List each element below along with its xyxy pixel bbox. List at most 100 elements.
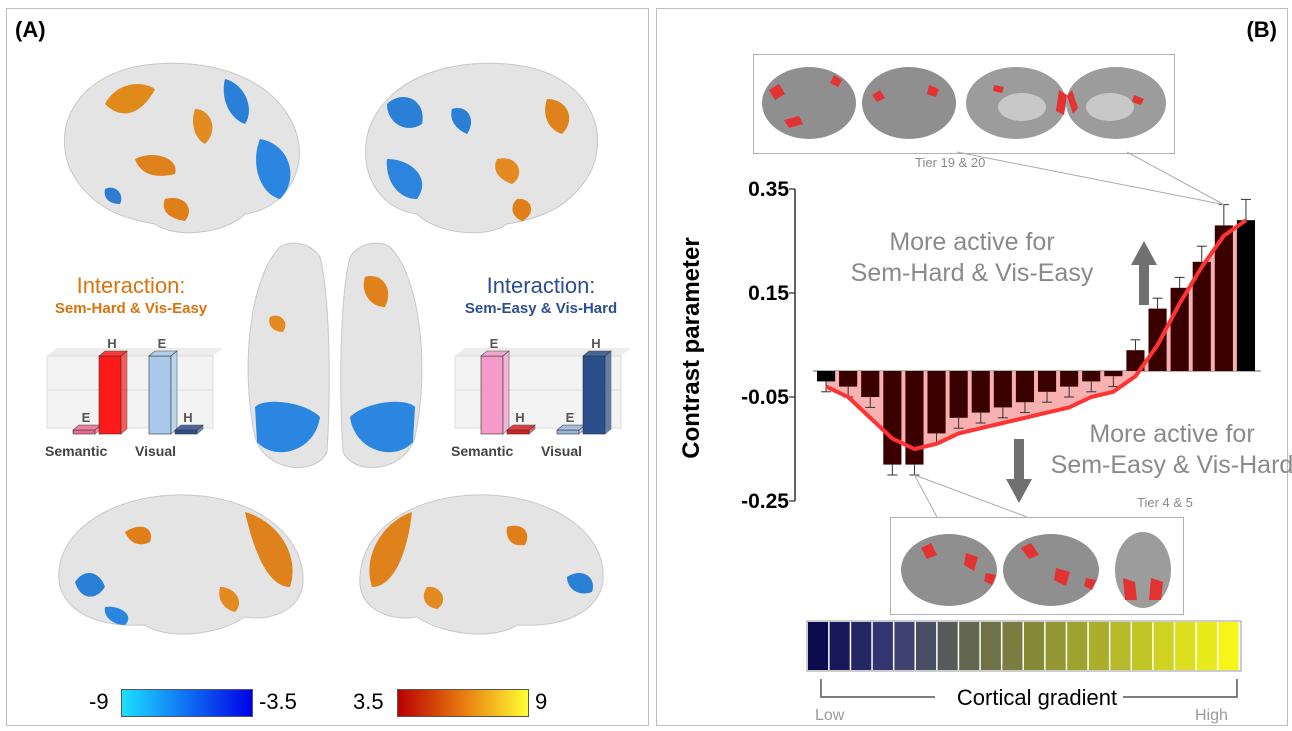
right-bar-label-2: E	[566, 410, 575, 425]
right-bar-0	[480, 355, 504, 435]
y-tick-3: -0.25	[741, 490, 789, 513]
right-bar-side-3	[604, 350, 612, 435]
contrast-bar-chart	[789, 151, 1261, 518]
brain-medial-right	[359, 494, 604, 635]
right-group-label-visual: Visual	[541, 443, 582, 459]
right-bar-label-0: E	[490, 336, 499, 351]
neg-colorbar-min: -9	[89, 689, 109, 714]
gradient-low-label: Low	[815, 707, 845, 724]
brain-lateral-left	[64, 62, 300, 234]
arrow-down-icon	[1006, 439, 1032, 503]
y-tick-1: 0.15	[748, 282, 789, 305]
bar-8	[971, 371, 990, 413]
left-bar-side-1	[120, 350, 128, 435]
brain-medial-left	[58, 494, 304, 635]
annotation-up: More active for Sem-Hard & Vis-Easy	[837, 227, 1107, 289]
bar-5	[905, 371, 924, 465]
left-bar-label-0: E	[82, 410, 91, 425]
gradient-cell-13	[1067, 622, 1088, 670]
gradient-cell-12	[1045, 622, 1066, 670]
bar-19	[1214, 225, 1233, 371]
top-tier-brains	[762, 67, 1166, 139]
bar-7	[949, 371, 968, 418]
right-bar-1	[506, 429, 530, 435]
neg-colorbar	[121, 689, 253, 717]
bar-13	[1082, 371, 1101, 382]
left-shelf-top	[47, 348, 223, 356]
gradient-cell-3	[851, 622, 872, 670]
pos-colorbar-max: 9	[535, 689, 548, 714]
bar-12	[1060, 371, 1079, 387]
left-group-label-semantic: Semantic	[45, 443, 108, 459]
panel-b: (B) Tier 19 & 20	[656, 8, 1292, 726]
brain-ventral	[247, 242, 423, 468]
right-group-label-semantic: Semantic	[451, 443, 514, 459]
top-connector-right	[1126, 151, 1225, 206]
bar-11	[1037, 371, 1057, 392]
left-bar-label-1: H	[107, 336, 116, 351]
bar-18	[1192, 261, 1211, 371]
annotation-up-line2: Sem-Hard & Vis-Easy	[850, 259, 1094, 287]
fit-curve	[825, 218, 1248, 451]
gradient-cell-5	[894, 622, 915, 670]
right-interaction-title: Interaction:	[486, 273, 596, 298]
left-bar-0	[72, 429, 96, 435]
left-shelf-lower	[46, 389, 214, 429]
left-bar-label-2: E	[158, 336, 167, 351]
bar-3	[861, 371, 880, 397]
pos-colorbar	[397, 689, 529, 717]
left-bar-side-3	[196, 424, 204, 435]
gradient-cell-15	[1110, 622, 1131, 670]
gradient-cell-10	[1002, 622, 1023, 670]
left-interaction-bar-chart: E H E H	[46, 336, 223, 435]
left-interaction-title: Interaction:	[76, 273, 186, 298]
panel-a: (A)	[6, 8, 649, 726]
left-bar-side-2	[170, 350, 178, 435]
annotation-up-line1: More active for	[889, 228, 1055, 256]
right-bar-label-1: H	[515, 410, 524, 425]
pos-colorbar-min: 3.5	[353, 689, 384, 714]
right-interaction-subtitle: Sem-Easy & Vis-Hard	[464, 300, 618, 317]
bottom-tier-inset	[890, 517, 1184, 615]
bar-14	[1104, 371, 1123, 377]
gradient-cell-2	[829, 622, 850, 670]
bottom-tier-label: Tier 4 & 5	[1137, 495, 1193, 510]
bar-6	[927, 371, 946, 434]
gradient-bracket	[820, 679, 1238, 698]
gradient-cell-19	[1196, 622, 1217, 670]
bottom-connector-right	[914, 474, 1028, 518]
brain-lateral-right	[365, 62, 598, 234]
y-tick-0: 0.35	[748, 178, 789, 201]
gradient-cell-9	[980, 622, 1001, 670]
bar-4	[883, 371, 902, 465]
left-group-label-visual: Visual	[135, 443, 176, 459]
gradient-high-label: High	[1195, 707, 1228, 724]
bar-2	[839, 371, 858, 387]
bar-9	[993, 371, 1012, 408]
annotation-down-line1: More active for	[1089, 420, 1255, 448]
bar-10	[1015, 371, 1035, 403]
right-bar-side-1	[528, 424, 536, 435]
y-tick-2: -0.05	[741, 386, 789, 409]
right-bar-2	[556, 429, 580, 435]
top-tier-label: Tier 19 & 20	[915, 155, 986, 170]
left-interaction-subtitle: Sem-Hard & Vis-Easy	[54, 300, 208, 317]
gradient-cell-1	[808, 622, 829, 670]
bar-1	[816, 371, 836, 382]
right-interaction-bar-chart: E H E H	[454, 336, 631, 435]
gradient-cell-8	[959, 622, 980, 670]
bar-20	[1236, 220, 1256, 371]
top-tier-inset	[753, 54, 1175, 154]
annotation-down-line2: Sem-Easy & Vis-Hard	[1050, 451, 1292, 479]
left-bar-3	[174, 429, 198, 435]
bar-15	[1126, 350, 1145, 371]
cortical-gradient-strip	[806, 620, 1242, 672]
bottom-tier-brains	[901, 532, 1171, 608]
left-bar-2	[148, 355, 172, 435]
gradient-cell-16	[1132, 622, 1153, 670]
bottom-connector-left	[914, 474, 938, 518]
bar-16	[1148, 308, 1167, 371]
panel-a-label: (A)	[15, 17, 46, 42]
panel-b-label: (B)	[1246, 17, 1277, 42]
gradient-cell-11	[1024, 622, 1045, 670]
